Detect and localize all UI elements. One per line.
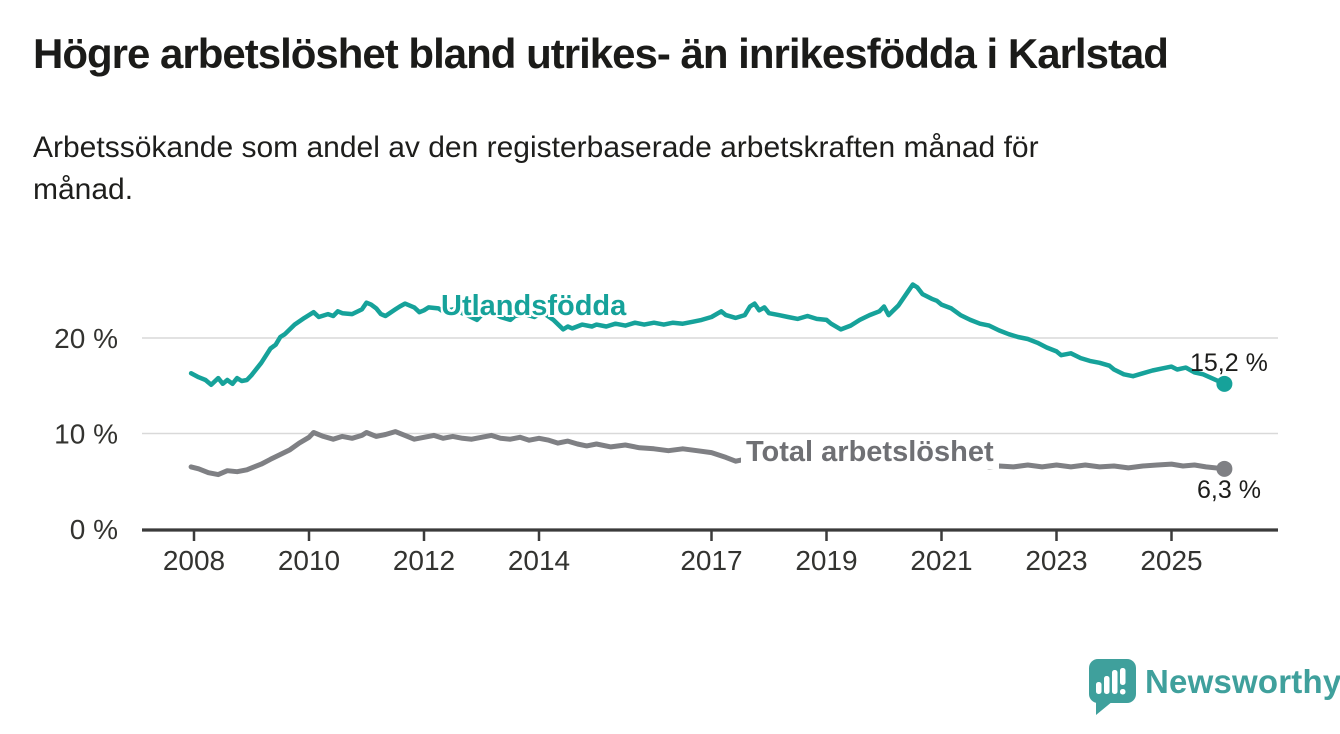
x-tick-label-2014: 2014 bbox=[508, 545, 570, 576]
x-tick-label-2025: 2025 bbox=[1140, 545, 1202, 576]
page-subtitle: Arbetssökande som andel av den registerb… bbox=[33, 127, 1263, 211]
x-tick-label-2023: 2023 bbox=[1025, 545, 1087, 576]
newsworthy-logo-icon bbox=[1089, 659, 1136, 715]
series-label-utlandsfodda: Utlandsfödda bbox=[441, 290, 627, 322]
end-value-label-utlandsfodda: 15,2 % bbox=[1190, 349, 1268, 377]
logo-bar-3 bbox=[1112, 670, 1118, 694]
x-tick-label-2021: 2021 bbox=[910, 545, 972, 576]
subtitle-line-1: Arbetssökande som andel av den registerb… bbox=[33, 131, 1039, 164]
series-line-total-arbetsloshet bbox=[188, 429, 1227, 478]
x-tick-label-2017: 2017 bbox=[680, 545, 742, 576]
x-tick-label-2010: 2010 bbox=[278, 545, 340, 576]
series-line-utlandsfodda bbox=[188, 282, 1227, 388]
y-tick-label-20: 20 % bbox=[54, 323, 118, 354]
logo-bubble-tail bbox=[1096, 701, 1113, 715]
end-value-label-total-arbetsloshet: 6,3 % bbox=[1197, 476, 1261, 504]
x-tick-label-2008: 2008 bbox=[163, 545, 225, 576]
series-end-dot-total-arbetsloshet bbox=[1216, 460, 1233, 477]
brand-name: Newsworthy bbox=[1145, 663, 1340, 700]
logo-bar-2 bbox=[1104, 676, 1110, 694]
x-tick-label-2012: 2012 bbox=[393, 545, 455, 576]
logo-exclamation-bar bbox=[1120, 668, 1126, 685]
y-tick-label-0: 0 % bbox=[70, 514, 118, 545]
y-tick-label-10: 10 % bbox=[54, 419, 118, 450]
subtitle-line-2: månad. bbox=[33, 173, 134, 206]
series-label-total-arbetsloshet: Total arbetslöshet bbox=[741, 436, 999, 469]
series-end-dot-utlandsfodda bbox=[1216, 375, 1233, 392]
page-title: Högre arbetslöshet bland utrikes- än inr… bbox=[33, 30, 1169, 77]
x-tick-label-2019: 2019 bbox=[795, 545, 857, 576]
logo-exclamation-dot bbox=[1120, 689, 1126, 695]
logo-bar-1 bbox=[1096, 682, 1102, 694]
